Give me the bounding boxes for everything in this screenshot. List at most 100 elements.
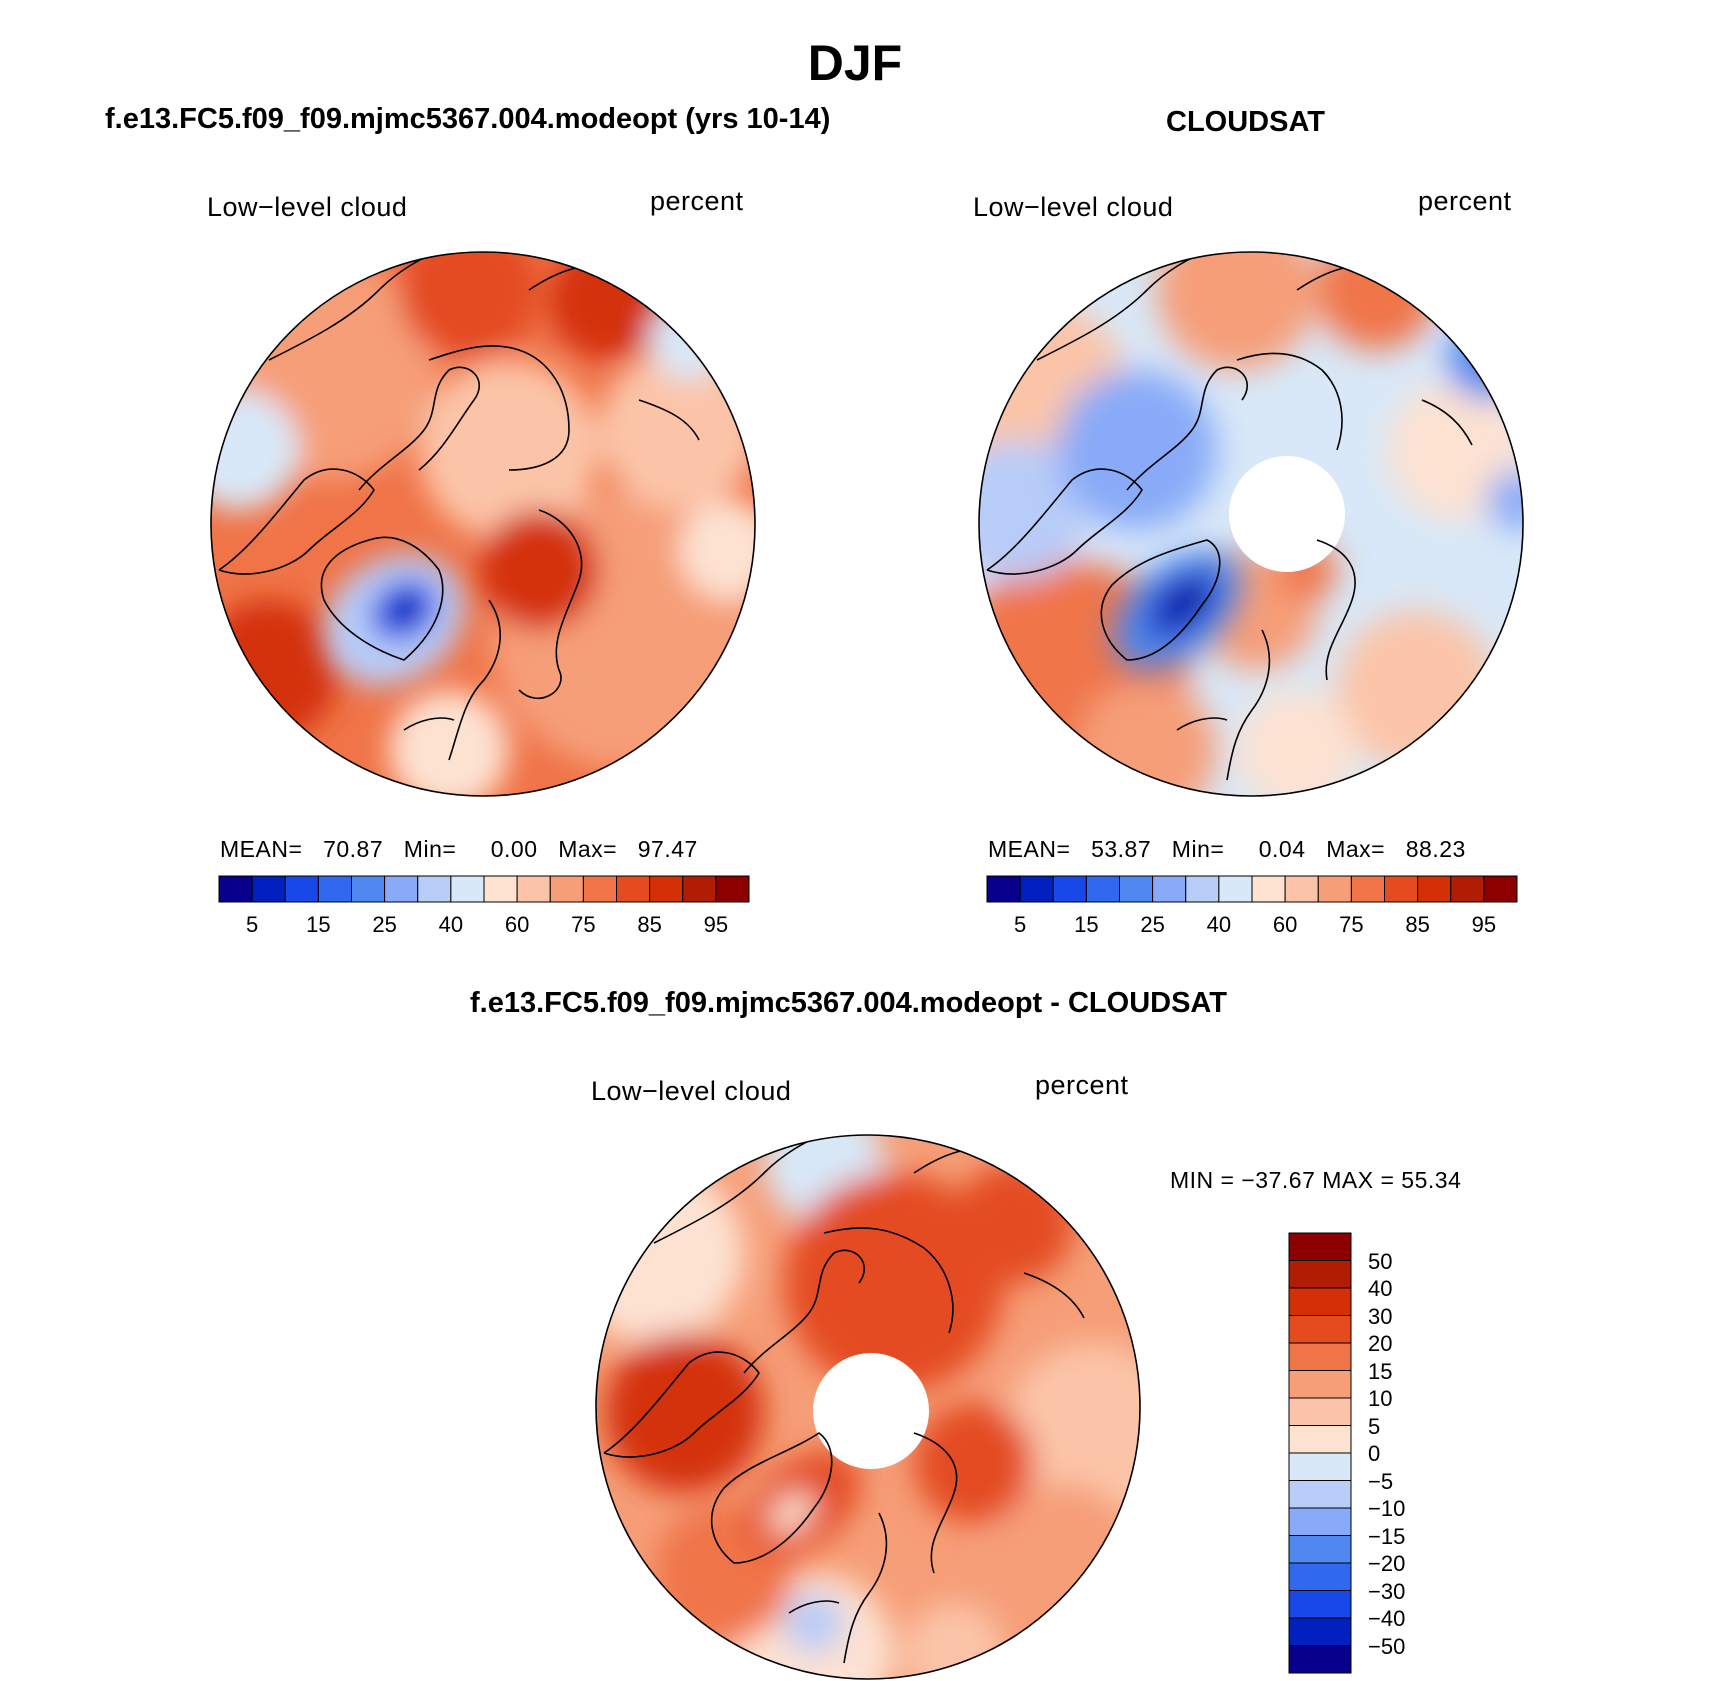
model-colorbar-tick: 15 (306, 912, 331, 937)
diff-colorbar-swatch (1288, 1452, 1352, 1481)
diff-colorbar-swatch (1288, 1425, 1352, 1454)
model-colorbar-tick: 75 (571, 912, 596, 937)
obs-colorbar-tick: 75 (1339, 912, 1364, 937)
diff-colorbar-tick: −40 (1368, 1606, 1406, 1631)
diff-minmax: MIN = −37.67 MAX = 55.34 (1170, 1167, 1462, 1193)
obs-colorbar-swatch (1185, 875, 1220, 903)
diff-colorbar-swatch (1288, 1480, 1352, 1509)
obs-colorbar-tick: 95 (1471, 912, 1497, 937)
diff-colorbar-tick: 10 (1368, 1386, 1393, 1411)
obs-colorbar-tick: 40 (1206, 912, 1232, 937)
obs-colorbar-swatch (1119, 875, 1154, 903)
obs-colorbar-swatch (1284, 875, 1319, 903)
obs-colorbar-swatch (1350, 875, 1385, 903)
model-colorbar-swatch (682, 875, 717, 903)
diff-colorbar-swatch (1288, 1315, 1352, 1344)
diff-colorbar (1288, 1232, 1352, 1674)
diff-colorbar-swatch (1288, 1397, 1352, 1426)
obs-colorbar-swatch (1317, 875, 1352, 903)
obs-colorbar-swatch (986, 875, 1021, 903)
obs-colorbar-swatch (1251, 875, 1286, 903)
obs-polar-map (978, 251, 1524, 797)
diff-colorbar-swatch (1288, 1232, 1352, 1261)
obs-colorbar-swatch (1152, 875, 1187, 903)
model-colorbar-swatch (483, 875, 518, 903)
model-colorbar-tick: 25 (372, 912, 397, 937)
model-colorbar-swatch (251, 875, 286, 903)
diff-colorbar-swatch (1288, 1260, 1352, 1289)
obs-colorbar-swatch (1384, 875, 1419, 903)
model-colorbar-swatch (715, 875, 750, 903)
diff-colorbar-tick: 20 (1368, 1331, 1393, 1356)
obs-colorbar-tick: 5 (1014, 912, 1027, 937)
diff-colorbar-tick: −50 (1368, 1633, 1406, 1659)
obs-colorbar (986, 875, 1518, 903)
model-colorbar-swatch (516, 875, 551, 903)
model-units-label: percent (650, 186, 744, 216)
diff-colorbar-swatch (1288, 1562, 1352, 1591)
diff-colorbar-tick: −20 (1368, 1551, 1406, 1576)
model-colorbar-tick: 5 (246, 912, 259, 937)
diff-colorbar-tick: 50 (1368, 1248, 1393, 1274)
obs-missing-pole (1229, 456, 1345, 572)
model-stats: MEAN= 70.87 Min= 0.00 Max= 97.47 (220, 836, 698, 862)
diff-colorbar-swatch (1288, 1507, 1352, 1536)
diff-missing-pole (813, 1353, 929, 1469)
diff-colorbar-swatch (1288, 1645, 1352, 1674)
model-colorbar-swatch (582, 875, 617, 903)
obs-colorbar-tick: 25 (1140, 912, 1165, 937)
model-colorbar-swatch (317, 875, 352, 903)
obs-colorbar-swatch (1417, 875, 1452, 903)
diff-colorbar-tick: −5 (1368, 1468, 1394, 1494)
diff-colorbar-tick: 0 (1368, 1441, 1381, 1466)
diff-colorbar-tick: −15 (1368, 1523, 1406, 1549)
diff-colorbar-tick: −30 (1368, 1578, 1406, 1604)
obs-colorbar-swatch (1450, 875, 1485, 903)
diff-colorbar-tick: 15 (1368, 1358, 1393, 1384)
diff-units-label: percent (1035, 1070, 1129, 1100)
diff-polar-map (595, 1134, 1141, 1680)
diff-colorbar-swatch (1288, 1617, 1352, 1646)
model-colorbar-swatch (616, 875, 651, 903)
diff-colorbar-swatch (1288, 1370, 1352, 1399)
obs-stats: MEAN= 53.87 Min= 0.04 Max= 88.23 (988, 836, 1466, 862)
diff-panel-title: f.e13.FC5.f09_f09.mjmc5367.004.modeopt -… (470, 987, 1227, 1019)
diff-colorbar-swatch (1288, 1535, 1352, 1564)
obs-colorbar-tick: 60 (1272, 912, 1298, 937)
model-colorbar-tick: 95 (703, 912, 729, 937)
obs-colorbar-swatch (1052, 875, 1087, 903)
diff-colorbar-tick: 30 (1368, 1303, 1393, 1329)
model-colorbar-swatch (351, 875, 386, 903)
obs-colorbar-swatch (1019, 875, 1054, 903)
obs-colorbar-swatch (1218, 875, 1253, 903)
obs-panel-title: CLOUDSAT (1166, 106, 1325, 138)
diff-colorbar-tick: −10 (1368, 1496, 1406, 1521)
model-colorbar-swatch (384, 875, 419, 903)
model-colorbar-swatch (417, 875, 452, 903)
model-colorbar-ticks: 5 15 25 40 60 75 85 95 (219, 912, 749, 942)
obs-colorbar-swatch (1483, 875, 1518, 903)
model-panel-title: f.e13.FC5.f09_f09.mjmc5367.004.modeopt (… (105, 103, 831, 135)
model-colorbar-tick: 40 (438, 912, 464, 937)
obs-colorbar-ticks: 5 15 25 40 60 75 85 95 (987, 912, 1517, 942)
model-colorbar-swatch (549, 875, 584, 903)
model-variable-label: Low−level cloud (207, 192, 408, 222)
obs-units-label: percent (1418, 186, 1512, 216)
obs-colorbar-tick: 85 (1405, 912, 1430, 937)
obs-variable-label: Low−level cloud (973, 192, 1174, 222)
diff-colorbar-swatch (1288, 1590, 1352, 1619)
page-title: DJF (807, 35, 903, 91)
model-colorbar-swatch (284, 875, 319, 903)
diff-colorbar-swatch (1288, 1342, 1352, 1371)
model-colorbar-tick: 85 (637, 912, 662, 937)
obs-colorbar-swatch (1085, 875, 1120, 903)
model-colorbar (218, 875, 750, 903)
diff-variable-label: Low−level cloud (591, 1076, 792, 1106)
diff-colorbar-tick: 40 (1368, 1276, 1393, 1301)
diff-colorbar-tick: 5 (1368, 1413, 1381, 1439)
model-colorbar-swatch (218, 875, 253, 903)
model-polar-map (210, 251, 756, 797)
obs-colorbar-tick: 15 (1074, 912, 1099, 937)
model-colorbar-swatch (450, 875, 485, 903)
diff-colorbar-ticks: 50 40 30 20 15 10 5 0 −5 −10 −15 −20 −30 −40 −50 (1368, 1233, 1448, 1673)
